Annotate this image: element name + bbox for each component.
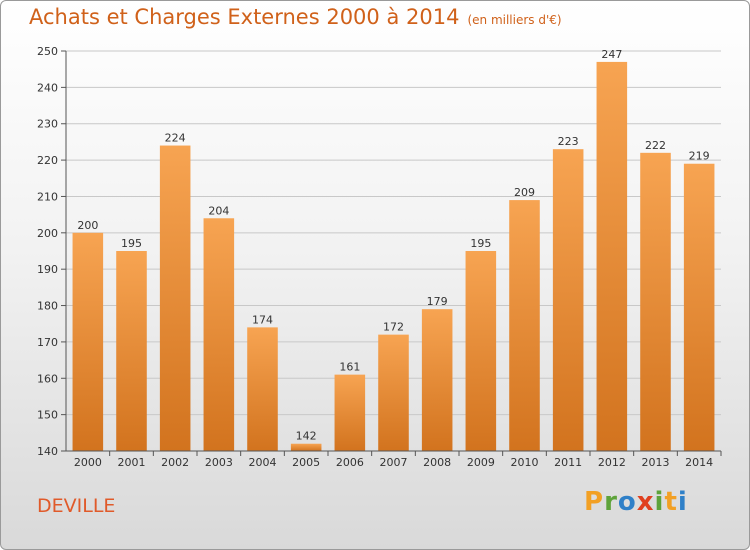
bar-2013 [640, 152, 671, 451]
x-tick-label-2001: 2001 [118, 456, 146, 469]
bar-2014 [683, 163, 715, 451]
value-label-2014: 219 [689, 150, 710, 163]
value-label-2011: 223 [558, 135, 579, 148]
bar-2000 [72, 232, 104, 451]
value-label-2013: 222 [645, 139, 666, 152]
commune-name: DEVILLE [37, 495, 116, 517]
chart-title: Achats et Charges Externes 2000 à 2014 (e… [29, 5, 562, 29]
y-tick-label: 150 [37, 409, 58, 422]
x-tick-label-2014: 2014 [685, 456, 713, 469]
y-tick-label: 230 [37, 118, 58, 131]
y-tick-label: 190 [37, 263, 58, 276]
logo-letter: P [584, 487, 605, 517]
proxiti-logo: Proxiti [584, 487, 688, 517]
x-tick-label-2012: 2012 [598, 456, 626, 469]
value-label-2008: 179 [427, 295, 448, 308]
value-label-2000: 200 [77, 219, 98, 232]
y-tick-label: 200 [37, 227, 58, 240]
x-tick-label-2009: 2009 [467, 456, 495, 469]
logo-letter: t [664, 487, 678, 517]
logo-letter: o [617, 487, 637, 517]
bar-2006 [334, 374, 366, 451]
y-tick-label: 210 [37, 190, 58, 203]
y-tick-label: 160 [37, 372, 58, 385]
x-tick-label-2003: 2003 [205, 456, 233, 469]
x-tick-label-2000: 2000 [74, 456, 102, 469]
value-label-2001: 195 [121, 237, 142, 250]
bar-2010 [509, 200, 540, 451]
bar-2007 [378, 334, 409, 451]
x-tick-label-2008: 2008 [423, 456, 451, 469]
bar-2004 [247, 327, 278, 451]
y-tick-label: 250 [37, 45, 58, 58]
value-label-2009: 195 [470, 237, 491, 250]
unit-label: (en milliers d'€) [467, 13, 562, 27]
value-label-2010: 209 [514, 186, 535, 199]
value-label-2006: 161 [339, 361, 360, 374]
bar-2005 [290, 443, 322, 451]
value-label-2012: 247 [601, 48, 622, 61]
x-tick-label-2011: 2011 [554, 456, 582, 469]
bar-2002 [159, 145, 191, 451]
y-tick-label: 180 [37, 300, 58, 313]
logo-letter: r [604, 487, 618, 517]
bar-2011 [552, 149, 584, 451]
value-label-2005: 142 [296, 430, 317, 443]
x-tick-label-2007: 2007 [380, 456, 408, 469]
value-label-2003: 204 [208, 204, 229, 217]
x-tick-label-2013: 2013 [642, 456, 670, 469]
value-label-2007: 172 [383, 321, 404, 334]
logo-letter: x [636, 487, 655, 517]
y-tick-label: 170 [37, 336, 58, 349]
x-tick-label-2004: 2004 [249, 456, 277, 469]
y-tick-label: 220 [37, 154, 58, 167]
logo-letter: i [677, 487, 688, 517]
x-tick-label-2005: 2005 [292, 456, 320, 469]
value-label-2002: 224 [165, 132, 186, 145]
x-tick-label-2006: 2006 [336, 456, 364, 469]
logo-letter: i [654, 487, 665, 517]
y-tick-label: 240 [37, 81, 58, 94]
bar-2003 [203, 218, 235, 451]
y-tick-label: 140 [37, 445, 58, 458]
x-tick-label-2010: 2010 [511, 456, 539, 469]
bar-2012 [596, 61, 628, 452]
bar-2009 [465, 251, 497, 451]
x-tick-label-2002: 2002 [161, 456, 189, 469]
bar-2008 [421, 309, 453, 451]
bar-2001 [116, 251, 147, 451]
value-label-2004: 174 [252, 313, 273, 326]
